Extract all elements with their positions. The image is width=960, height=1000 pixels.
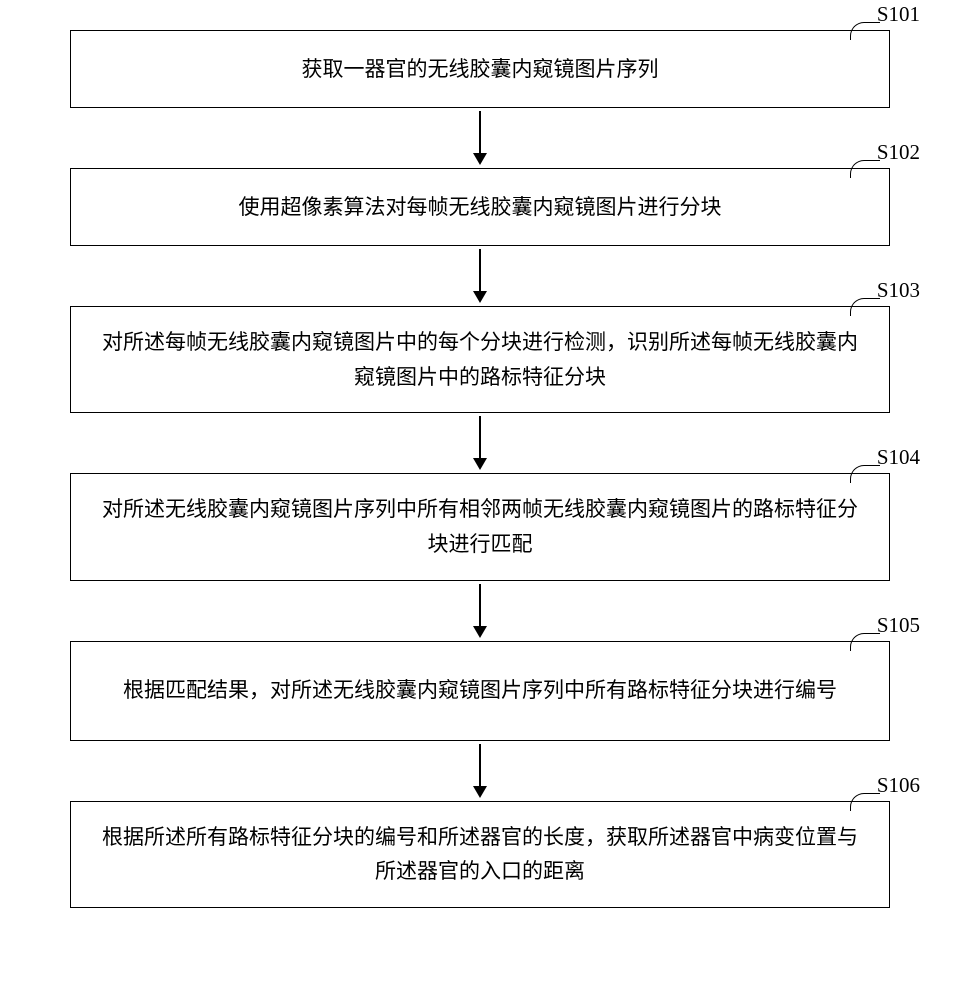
step-text: 使用超像素算法对每帧无线胶囊内窥镜图片进行分块 xyxy=(239,190,722,225)
arrow-head-icon xyxy=(473,626,487,638)
arrow xyxy=(473,246,487,306)
step-box-s103: 对所述每帧无线胶囊内窥镜图片中的每个分块进行检测，识别所述每帧无线胶囊内窥镜图片… xyxy=(70,306,890,413)
step-wrapper: S103 对所述每帧无线胶囊内窥镜图片中的每个分块进行检测，识别所述每帧无线胶囊… xyxy=(40,306,920,413)
arrow xyxy=(473,581,487,641)
label-connector xyxy=(850,465,880,483)
step-label: S101 xyxy=(877,2,920,27)
arrow-line xyxy=(479,416,481,458)
label-connector xyxy=(850,298,880,316)
arrow-head-icon xyxy=(473,153,487,165)
label-connector xyxy=(850,793,880,811)
flowchart-container: S101 获取一器官的无线胶囊内窥镜图片序列 S102 使用超像素算法对每帧无线… xyxy=(40,30,920,908)
arrow-head-icon xyxy=(473,786,487,798)
step-text: 对所述每帧无线胶囊内窥镜图片中的每个分块进行检测，识别所述每帧无线胶囊内窥镜图片… xyxy=(101,325,859,394)
step-box-s104: 对所述无线胶囊内窥镜图片序列中所有相邻两帧无线胶囊内窥镜图片的路标特征分块进行匹… xyxy=(70,473,890,580)
step-label: S104 xyxy=(877,445,920,470)
step-wrapper: S106 根据所述所有路标特征分块的编号和所述器官的长度，获取所述器官中病变位置… xyxy=(40,801,920,908)
label-connector xyxy=(850,633,880,651)
step-wrapper: S102 使用超像素算法对每帧无线胶囊内窥镜图片进行分块 xyxy=(40,168,920,246)
arrow-line xyxy=(479,249,481,291)
step-label: S105 xyxy=(877,613,920,638)
step-box-s105: 根据匹配结果，对所述无线胶囊内窥镜图片序列中所有路标特征分块进行编号 xyxy=(70,641,890,741)
arrow-head-icon xyxy=(473,291,487,303)
step-box-s106: 根据所述所有路标特征分块的编号和所述器官的长度，获取所述器官中病变位置与所述器官… xyxy=(70,801,890,908)
step-box-s102: 使用超像素算法对每帧无线胶囊内窥镜图片进行分块 xyxy=(70,168,890,246)
label-connector xyxy=(850,22,880,40)
arrow xyxy=(473,413,487,473)
step-wrapper: S104 对所述无线胶囊内窥镜图片序列中所有相邻两帧无线胶囊内窥镜图片的路标特征… xyxy=(40,473,920,580)
step-wrapper: S105 根据匹配结果，对所述无线胶囊内窥镜图片序列中所有路标特征分块进行编号 xyxy=(40,641,920,741)
arrow-line xyxy=(479,744,481,786)
arrow xyxy=(473,741,487,801)
step-label: S106 xyxy=(877,773,920,798)
label-connector xyxy=(850,160,880,178)
arrow xyxy=(473,108,487,168)
step-box-s101: 获取一器官的无线胶囊内窥镜图片序列 xyxy=(70,30,890,108)
arrow-line xyxy=(479,584,481,626)
step-text: 获取一器官的无线胶囊内窥镜图片序列 xyxy=(302,52,659,87)
step-label: S102 xyxy=(877,140,920,165)
step-label: S103 xyxy=(877,278,920,303)
arrow-line xyxy=(479,111,481,153)
step-text: 根据所述所有路标特征分块的编号和所述器官的长度，获取所述器官中病变位置与所述器官… xyxy=(101,820,859,889)
step-wrapper: S101 获取一器官的无线胶囊内窥镜图片序列 xyxy=(40,30,920,108)
step-text: 对所述无线胶囊内窥镜图片序列中所有相邻两帧无线胶囊内窥镜图片的路标特征分块进行匹… xyxy=(101,492,859,561)
step-text: 根据匹配结果，对所述无线胶囊内窥镜图片序列中所有路标特征分块进行编号 xyxy=(123,673,837,708)
arrow-head-icon xyxy=(473,458,487,470)
